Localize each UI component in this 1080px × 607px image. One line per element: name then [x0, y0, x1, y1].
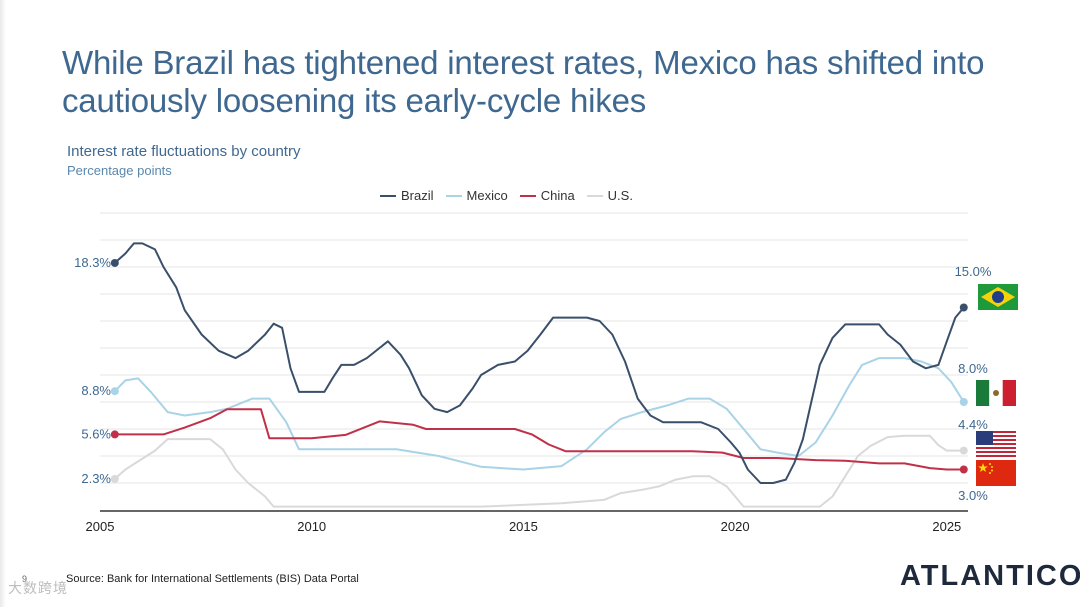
- atlantico-logo: ATLANTICO: [900, 560, 1080, 592]
- end-label-china: 3.0%: [958, 488, 988, 503]
- start-point-brazil: [110, 258, 119, 267]
- china-flag-icon: [976, 460, 1016, 486]
- end-point-brazil: [959, 303, 968, 312]
- legend-label-mexico: Mexico: [466, 188, 508, 203]
- legend-label-china: China: [540, 188, 575, 203]
- title-line-2: cautiously loosening its early-cycle hik…: [62, 82, 647, 119]
- legend-swatch-china: [519, 194, 536, 197]
- start-point-china: [110, 430, 119, 439]
- title-line-1: While Brazil has tightened interest rate…: [62, 44, 985, 81]
- end-label-mexico: 8.0%: [958, 361, 988, 376]
- end-point-mexico: [959, 398, 968, 406]
- y-tick-label-1: 8.8%: [81, 383, 111, 398]
- y-tick-label-0: 18.3%: [74, 255, 111, 270]
- y-tick-label-2: 5.6%: [81, 426, 111, 441]
- legend-item-brazil: Brazil: [380, 188, 434, 203]
- series-line-china: [114, 408, 964, 471]
- watermark: 大数跨境: [8, 580, 68, 596]
- slide-title: While Brazil has tightened interest rate…: [62, 44, 1042, 120]
- chart-legend: Brazil Mexico China U.S.: [380, 188, 633, 203]
- end-label-brazil: 15.0%: [955, 264, 992, 279]
- slide-edge: [0, 0, 6, 607]
- series-line-brazil: [114, 242, 965, 484]
- start-point-mexico: [110, 387, 119, 396]
- chart-subtitle: Interest rate fluctuations by country: [67, 143, 301, 160]
- end-label-us: 4.4%: [958, 417, 988, 432]
- source-note: Source: Bank for International Settlemen…: [66, 573, 359, 585]
- end-point-china: [959, 465, 968, 474]
- legend-item-china: China: [519, 188, 575, 203]
- x-tick-label-2025: 2025: [932, 519, 961, 534]
- mexico-flag-icon: [976, 380, 1016, 406]
- legend-swatch-brazil: [380, 194, 396, 197]
- legend-swatch-mexico: [445, 194, 462, 197]
- page-number: 9: [22, 574, 28, 584]
- legend-swatch-us: [586, 194, 603, 197]
- x-tick-label-2005: 2005: [86, 519, 115, 534]
- chart-unit-label: Percentage points: [67, 163, 172, 178]
- legend-item-mexico: Mexico: [445, 188, 508, 203]
- x-tick-label-2020: 2020: [721, 519, 750, 534]
- brazil-flag-icon: [978, 284, 1018, 310]
- legend-label-us: U.S.: [607, 188, 633, 203]
- us-flag-icon: [976, 431, 1016, 457]
- legend-item-us: U.S.: [586, 188, 633, 203]
- series-line-us: [114, 434, 964, 508]
- end-point-us: [959, 446, 968, 455]
- x-tick-label-2015: 2015: [509, 519, 538, 534]
- x-tick-label-2010: 2010: [297, 519, 326, 534]
- legend-label-brazil: Brazil: [401, 188, 434, 203]
- series-line-mexico: [114, 357, 965, 471]
- y-tick-label-3: 2.3%: [81, 471, 111, 486]
- start-point-us: [110, 474, 119, 483]
